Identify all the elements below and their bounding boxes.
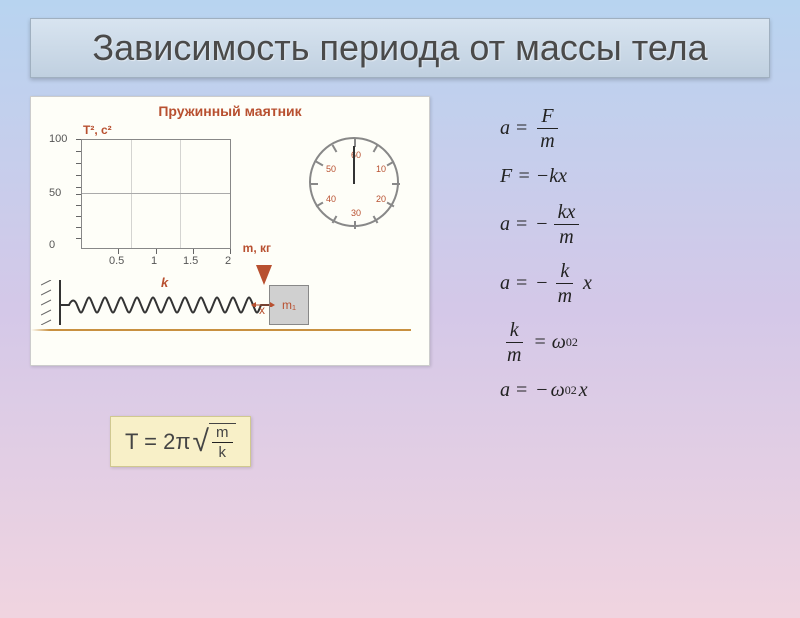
clock-20: 20 <box>376 194 386 204</box>
sqrt-content: m k <box>209 423 236 460</box>
ytick-mark <box>76 238 81 239</box>
position-pointer-icon <box>256 265 272 285</box>
clock-tick <box>310 183 318 185</box>
displacement-arrows-icon <box>251 301 275 307</box>
spring-constant-label: k <box>161 275 168 290</box>
spring-assembly: k m₁ x <box>41 275 421 335</box>
ytick-mark <box>76 187 81 188</box>
xtick-1: 1 <box>151 255 157 267</box>
ytick-mark <box>76 175 81 176</box>
page-title: Зависимость периода от массы тела <box>51 27 749 69</box>
ytick-mark <box>76 227 81 228</box>
xtick-mark <box>156 249 157 254</box>
eq-omega-def: km = ω02 <box>500 320 770 365</box>
eq-accel-2: a=− km x <box>500 261 770 306</box>
x-axis-title: m, кг <box>243 241 271 255</box>
eq-accel-1: a=− kxm <box>500 202 770 247</box>
spring-icon <box>61 293 271 317</box>
chart-grid <box>81 139 231 249</box>
eq-shm: a=− ω02 x <box>500 379 770 402</box>
clock-tick <box>387 202 395 208</box>
diagram-title: Пружинный маятник <box>31 103 429 119</box>
formula-num: m <box>212 425 233 443</box>
title-box: Зависимость периода от массы тела <box>30 18 770 78</box>
sqrt-icon: √ <box>193 425 209 459</box>
clock-face: 60 10 20 30 40 50 <box>309 137 399 227</box>
xtick-mark <box>118 249 119 254</box>
xtick-15: 1.5 <box>183 255 198 267</box>
ytick-0: 0 <box>49 239 55 251</box>
wall <box>41 280 61 325</box>
y-axis-title: T², c² <box>83 123 112 137</box>
clock-tick <box>332 145 338 153</box>
clock-tick <box>373 145 379 153</box>
spring-pendulum-diagram: Пружинный маятник T², c² 100 50 0 0.5 <box>30 96 430 366</box>
ytick-mark <box>76 205 81 206</box>
clock-tick <box>316 161 324 167</box>
eq-newton2: a= Fm <box>500 106 770 151</box>
xtick-2: 2 <box>225 255 231 267</box>
xtick-05: 0.5 <box>109 255 124 267</box>
ytick-mark <box>76 194 81 195</box>
ytick-100: 100 <box>49 133 67 145</box>
clock-tick <box>387 161 395 167</box>
eq-hooke: F = −kx <box>500 165 770 188</box>
clock-tick <box>373 216 379 224</box>
ytick-mark <box>76 139 81 140</box>
clock-tick <box>392 183 400 185</box>
ytick-mark <box>76 163 81 164</box>
formula-den: k <box>215 443 231 460</box>
equations-panel: a= Fm F = −kx a=− kxm a=− km x km = ω02 … <box>450 96 770 467</box>
left-panel: Пружинный маятник T², c² 100 50 0 0.5 <box>30 96 450 467</box>
clock-hand <box>353 146 355 184</box>
ytick-mark <box>76 151 81 152</box>
xtick-mark <box>193 249 194 254</box>
chart-area: 100 50 0 0.5 1 1.5 2 <box>81 139 231 249</box>
clock-tick <box>354 221 356 229</box>
clock-10: 10 <box>376 164 386 174</box>
mass-label: m₁ <box>282 298 296 312</box>
formula-lhs: T = 2π <box>125 429 191 455</box>
xtick-mark <box>230 249 231 254</box>
content-area: Пружинный маятник T², c² 100 50 0 0.5 <box>0 96 800 467</box>
ground-line <box>31 329 411 331</box>
ytick-mark <box>76 216 81 217</box>
ytick-50: 50 <box>49 187 61 199</box>
stopwatch: 60 10 20 30 40 50 <box>309 137 399 227</box>
mass-block: m₁ <box>269 285 309 325</box>
period-formula: T = 2π √ m k <box>110 416 251 467</box>
clock-tick <box>316 202 324 208</box>
clock-50: 50 <box>326 164 336 174</box>
clock-30: 30 <box>351 208 361 218</box>
clock-40: 40 <box>326 194 336 204</box>
clock-tick <box>332 216 338 224</box>
